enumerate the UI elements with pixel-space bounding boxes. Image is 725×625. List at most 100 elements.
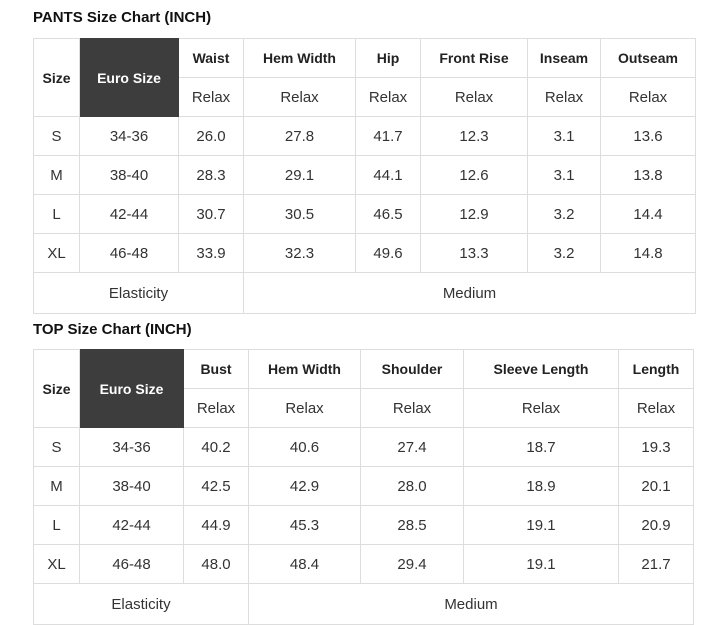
- value-cell: 48.0: [183, 544, 249, 584]
- pants-header-hem-width: Hem Width: [243, 38, 356, 78]
- pants-header-row: Size Euro Size Waist Hem Width Hip Front…: [33, 38, 696, 117]
- value-cell: 19.1: [463, 505, 619, 545]
- value-cell: 18.7: [463, 427, 619, 467]
- value-cell: 29.1: [243, 155, 356, 195]
- value-cell: 27.4: [360, 427, 464, 467]
- size-cell: XL: [33, 544, 80, 584]
- value-cell: 27.8: [243, 116, 356, 156]
- size-cell: L: [33, 194, 80, 234]
- value-cell: 42.9: [248, 466, 361, 506]
- pants-header-size: Size: [33, 38, 80, 117]
- fit-label: Relax: [420, 77, 528, 117]
- euro-size-cell: 46-48: [79, 233, 179, 273]
- fit-label: Relax: [618, 388, 694, 428]
- size-cell: S: [33, 427, 80, 467]
- value-cell: 3.1: [527, 155, 601, 195]
- value-cell: 3.2: [527, 233, 601, 273]
- elasticity-row: Elasticity Medium: [33, 583, 694, 625]
- euro-size-cell: 42-44: [79, 505, 184, 545]
- euro-size-cell: 42-44: [79, 194, 179, 234]
- size-cell: S: [33, 116, 80, 156]
- table-row: S 34-36 40.2 40.6 27.4 18.7 19.3: [33, 427, 694, 467]
- pants-header-hip: Hip: [355, 38, 421, 78]
- table-row: L 42-44 44.9 45.3 28.5 19.1 20.9: [33, 505, 694, 545]
- euro-size-cell: 46-48: [79, 544, 184, 584]
- value-cell: 3.2: [527, 194, 601, 234]
- value-cell: 41.7: [355, 116, 421, 156]
- euro-size-cell: 38-40: [79, 466, 184, 506]
- top-header-euro-size: Euro Size: [79, 349, 184, 428]
- top-size-table: Size Euro Size Bust Hem Width Shoulder S…: [33, 349, 694, 625]
- value-cell: 20.1: [618, 466, 694, 506]
- value-cell: 46.5: [355, 194, 421, 234]
- elasticity-label: Elasticity: [33, 583, 249, 625]
- elasticity-label: Elasticity: [33, 272, 244, 314]
- fit-label: Relax: [527, 77, 601, 117]
- pants-header-outseam: Outseam: [600, 38, 696, 78]
- pants-header-euro-size: Euro Size: [79, 38, 179, 117]
- top-header-bust: Bust: [183, 349, 249, 389]
- value-cell: 30.7: [178, 194, 244, 234]
- top-fit-row: Relax Relax Relax Relax Relax: [34, 388, 694, 428]
- fit-label: Relax: [178, 77, 244, 117]
- pants-header-inseam: Inseam: [527, 38, 601, 78]
- value-cell: 40.2: [183, 427, 249, 467]
- table-row: M 38-40 42.5 42.9 28.0 18.9 20.1: [33, 466, 694, 506]
- value-cell: 12.6: [420, 155, 528, 195]
- value-cell: 49.6: [355, 233, 421, 273]
- table-row: XL 46-48 48.0 48.4 29.4 19.1 21.7: [33, 544, 694, 584]
- elasticity-value: Medium: [248, 583, 694, 625]
- value-cell: 28.5: [360, 505, 464, 545]
- value-cell: 44.1: [355, 155, 421, 195]
- top-header-shoulder: Shoulder: [360, 349, 464, 389]
- size-cell: M: [33, 466, 80, 506]
- pants-header-waist: Waist: [178, 38, 244, 78]
- value-cell: 3.1: [527, 116, 601, 156]
- value-cell: 13.3: [420, 233, 528, 273]
- euro-size-cell: 34-36: [79, 116, 179, 156]
- table-row: S 34-36 26.0 27.8 41.7 12.3 3.1 13.6: [33, 116, 696, 156]
- value-cell: 40.6: [248, 427, 361, 467]
- value-cell: 20.9: [618, 505, 694, 545]
- value-cell: 12.9: [420, 194, 528, 234]
- value-cell: 13.8: [600, 155, 696, 195]
- pants-chart-title: PANTS Size Chart (INCH): [33, 9, 212, 26]
- value-cell: 30.5: [243, 194, 356, 234]
- euro-size-cell: 38-40: [79, 155, 179, 195]
- value-cell: 18.9: [463, 466, 619, 506]
- fit-label: Relax: [463, 388, 619, 428]
- table-row: M 38-40 28.3 29.1 44.1 12.6 3.1 13.8: [33, 155, 696, 195]
- value-cell: 48.4: [248, 544, 361, 584]
- fit-label: Relax: [360, 388, 464, 428]
- pants-header-front-rise: Front Rise: [420, 38, 528, 78]
- value-cell: 42.5: [183, 466, 249, 506]
- top-header-sleeve-length: Sleeve Length: [463, 349, 619, 389]
- top-header-length: Length: [618, 349, 694, 389]
- fit-label: Relax: [355, 77, 421, 117]
- value-cell: 28.0: [360, 466, 464, 506]
- fit-label: Relax: [183, 388, 249, 428]
- value-cell: 44.9: [183, 505, 249, 545]
- top-header-size: Size: [33, 349, 80, 428]
- value-cell: 33.9: [178, 233, 244, 273]
- top-chart-title: TOP Size Chart (INCH): [33, 321, 192, 338]
- elasticity-value: Medium: [243, 272, 696, 314]
- value-cell: 19.1: [463, 544, 619, 584]
- elasticity-row: Elasticity Medium: [33, 272, 696, 314]
- table-row: L 42-44 30.7 30.5 46.5 12.9 3.2 14.4: [33, 194, 696, 234]
- pants-size-table: Size Euro Size Waist Hem Width Hip Front…: [33, 38, 696, 314]
- table-row: XL 46-48 33.9 32.3 49.6 13.3 3.2 14.8: [33, 233, 696, 273]
- pants-fit-row: Relax Relax Relax Relax Relax Relax: [34, 77, 696, 117]
- top-header-row: Size Euro Size Bust Hem Width Shoulder S…: [33, 349, 694, 428]
- size-cell: L: [33, 505, 80, 545]
- value-cell: 14.4: [600, 194, 696, 234]
- value-cell: 19.3: [618, 427, 694, 467]
- value-cell: 29.4: [360, 544, 464, 584]
- value-cell: 45.3: [248, 505, 361, 545]
- value-cell: 32.3: [243, 233, 356, 273]
- value-cell: 12.3: [420, 116, 528, 156]
- fit-label: Relax: [248, 388, 361, 428]
- value-cell: 14.8: [600, 233, 696, 273]
- euro-size-cell: 34-36: [79, 427, 184, 467]
